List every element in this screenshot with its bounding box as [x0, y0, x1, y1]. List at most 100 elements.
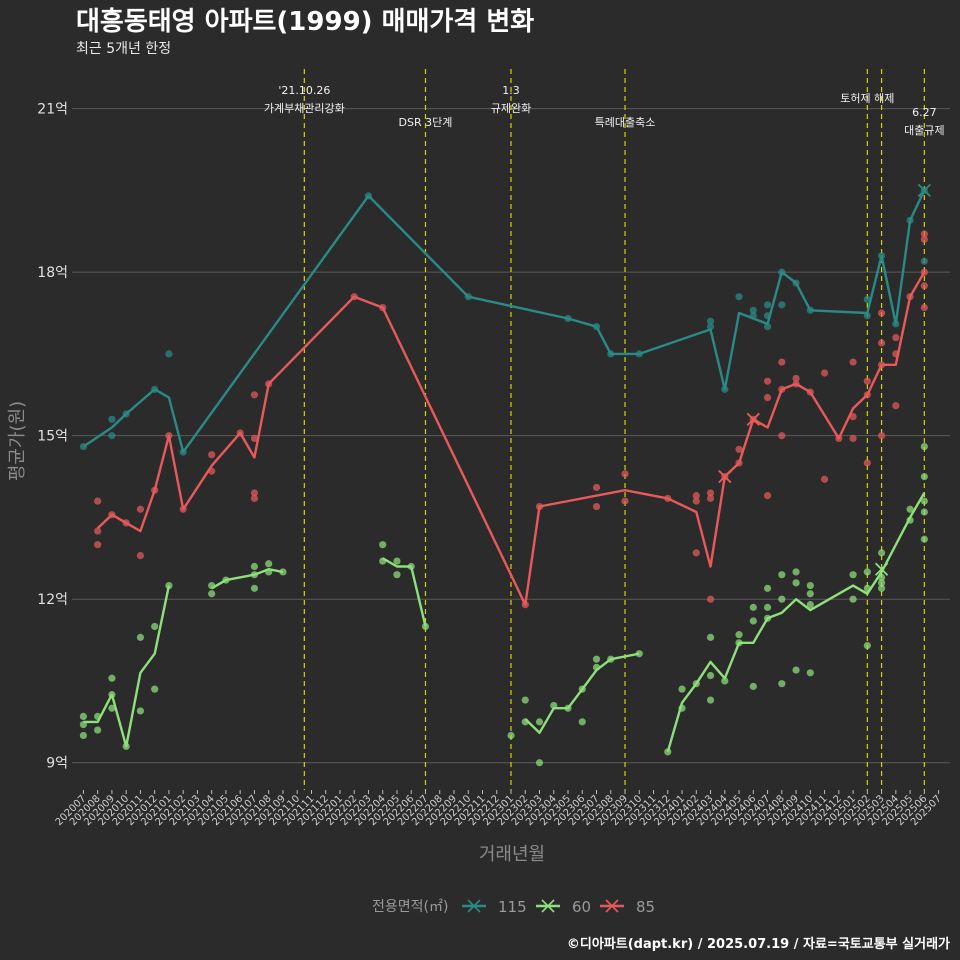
legend-label-85: 85: [636, 898, 655, 916]
data-point-60: [706, 696, 715, 704]
data-point-115: [749, 312, 757, 320]
data-point-60: [535, 718, 544, 726]
data-point-85: [664, 494, 672, 502]
data-point-115: [863, 295, 871, 303]
data-point-60: [607, 655, 615, 663]
data-point-85: [379, 303, 387, 312]
data-point-60: [778, 680, 786, 688]
x-axis-ticks: 2020072020082020092020102020112020122021…: [54, 790, 944, 828]
data-point-115: [906, 216, 914, 224]
data-point-85: [592, 483, 601, 492]
series-line-60: [382, 557, 427, 627]
cross-marker-115: [917, 183, 931, 198]
data-point-85: [920, 303, 928, 312]
data-point-85: [94, 497, 102, 505]
data-point-60: [208, 590, 216, 598]
data-point-60: [393, 557, 401, 565]
data-point-85: [735, 459, 743, 467]
data-point-115: [877, 252, 886, 260]
data-point-60: [108, 674, 116, 682]
y-tick-label: 9억: [46, 756, 68, 772]
event-label: '21.10.26: [278, 84, 330, 97]
data-point-60: [507, 731, 515, 740]
data-point-85: [236, 429, 244, 437]
data-point-85: [877, 339, 886, 347]
data-point-115: [706, 323, 715, 331]
data-point-60: [806, 590, 814, 598]
data-point-60: [749, 617, 757, 625]
data-point-85: [706, 489, 715, 497]
series-line-60: [666, 492, 926, 753]
data-point-60: [806, 581, 814, 590]
data-point-85: [535, 502, 544, 511]
data-point-60: [763, 584, 772, 592]
legend-label-60: 60: [572, 898, 591, 916]
data-point-85: [250, 494, 259, 502]
data-point-115: [721, 385, 729, 393]
data-point-85: [877, 361, 886, 369]
data-point-85: [250, 434, 259, 443]
data-point-85: [350, 293, 358, 301]
data-point-60: [592, 663, 601, 671]
data-point-85: [94, 541, 102, 549]
data-point-115: [108, 432, 116, 440]
event-label: 6.27: [912, 106, 937, 119]
legend-label-115: 115: [498, 898, 527, 916]
data-point-85: [920, 268, 928, 276]
data-point-60: [208, 581, 216, 590]
data-point-115: [165, 350, 173, 358]
event-label: 토허제 해제: [840, 91, 894, 105]
data-point-60: [578, 718, 586, 726]
data-point-60: [763, 603, 772, 611]
data-point-60: [778, 595, 786, 603]
data-point-60: [635, 650, 643, 658]
data-point-85: [849, 358, 857, 366]
data-point-115: [635, 350, 643, 358]
y-tick-label: 15억: [37, 429, 68, 445]
data-point-60: [151, 685, 159, 693]
data-point-115: [735, 293, 743, 301]
event-label: 규제완화: [491, 102, 531, 115]
data-point-60: [265, 560, 273, 568]
data-point-85: [692, 492, 700, 500]
y-tick-label: 12억: [37, 592, 68, 608]
data-point-60: [550, 701, 558, 710]
data-point-60: [279, 568, 287, 576]
data-point-85: [806, 388, 814, 396]
data-point-85: [763, 377, 772, 385]
event-label: 대출규제: [904, 124, 944, 137]
data-point-60: [920, 497, 928, 505]
data-point-85: [208, 451, 216, 459]
cross-marker-60: [874, 562, 889, 576]
data-point-60: [379, 557, 387, 565]
data-point-60: [151, 622, 159, 631]
data-point-60: [920, 508, 928, 516]
data-point-60: [250, 584, 259, 592]
data-point-60: [122, 742, 130, 750]
data-point-60: [692, 680, 700, 688]
data-point-85: [877, 309, 886, 317]
data-point-60: [664, 748, 672, 756]
data-point-60: [564, 704, 572, 712]
data-point-60: [877, 584, 886, 592]
data-point-115: [79, 442, 88, 451]
data-point-60: [250, 571, 259, 579]
data-point-85: [835, 434, 843, 443]
data-point-85: [108, 511, 116, 519]
data-point-60: [265, 568, 273, 576]
data-point-85: [165, 432, 173, 440]
data-point-60: [906, 505, 914, 513]
legend-key-marker: [541, 899, 555, 913]
data-point-60: [535, 759, 544, 767]
data-point-85: [906, 293, 914, 301]
data-point-60: [849, 595, 857, 603]
data-point-115: [806, 306, 814, 314]
data-point-85: [621, 470, 629, 478]
data-point-60: [136, 633, 145, 641]
data-point-115: [892, 320, 900, 328]
data-point-60: [94, 726, 102, 734]
data-point-60: [222, 576, 230, 584]
data-point-60: [863, 641, 871, 650]
data-point-85: [863, 391, 871, 399]
